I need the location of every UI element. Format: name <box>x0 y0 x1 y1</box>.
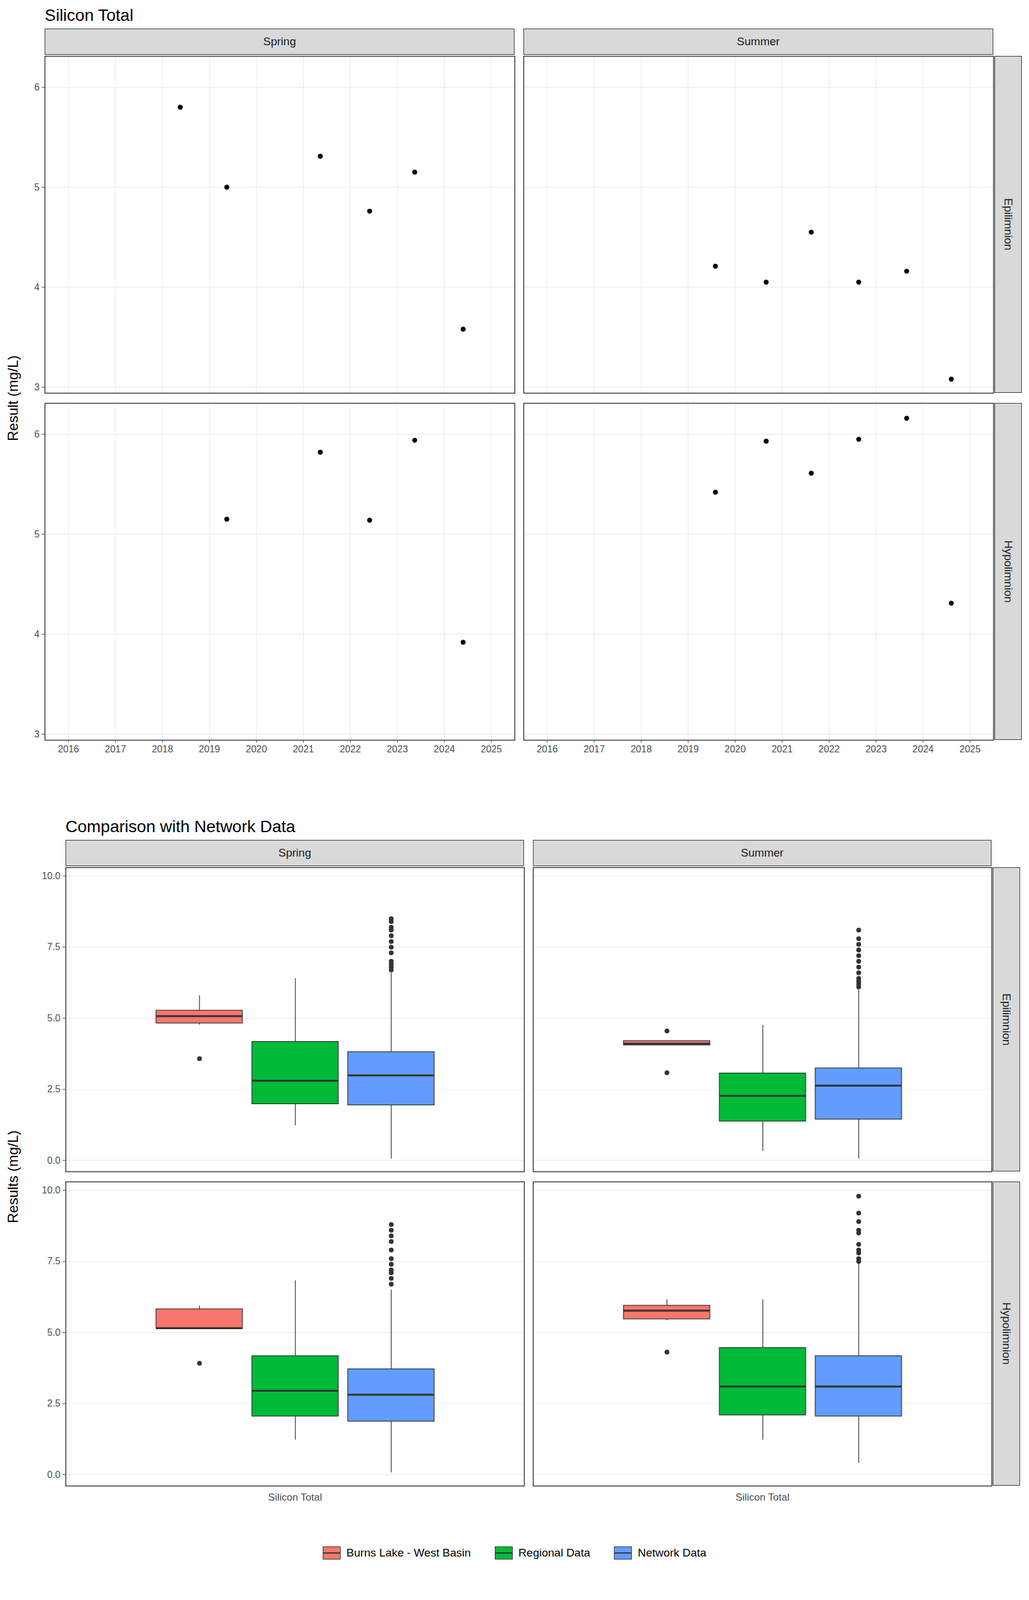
svg-text:2.5: 2.5 <box>47 1398 61 1409</box>
html-text:Hypolimnion: Hypolimnion <box>1002 540 1015 603</box>
html-text:Summer: Summer <box>740 846 784 860</box>
svg-text:2017: 2017 <box>104 744 127 755</box>
html-text:Spring: Spring <box>263 35 296 48</box>
svg-text:6: 6 <box>34 82 40 93</box>
html-text:Summer: Summer <box>736 35 780 48</box>
svg-text:5.0: 5.0 <box>47 1013 61 1024</box>
svg-text:3: 3 <box>34 729 40 740</box>
svg-text:2016: 2016 <box>536 744 558 755</box>
svg-text:3: 3 <box>34 382 40 393</box>
svg-text:2020: 2020 <box>724 744 747 755</box>
svg-text:2023: 2023 <box>865 744 887 755</box>
svg-text:Silicon Total: Silicon Total <box>267 1492 322 1504</box>
svg-text:2024: 2024 <box>433 744 455 755</box>
svg-text:5: 5 <box>34 529 40 540</box>
svg-text:10.0: 10.0 <box>41 871 61 882</box>
svg-text:2021: 2021 <box>292 744 315 755</box>
svg-text:2017: 2017 <box>583 744 606 755</box>
svg-text:6: 6 <box>34 429 40 440</box>
html-text:Silicon Total: Silicon Total <box>44 5 134 25</box>
svg-text:4: 4 <box>34 282 40 293</box>
html-text:Hypolimnion: Hypolimnion <box>1000 1303 1013 1366</box>
svg-text:2020: 2020 <box>245 744 268 755</box>
svg-text:2024: 2024 <box>912 744 934 755</box>
html-text:Comparison with Network Data: Comparison with Network Data <box>65 817 296 837</box>
html-text:Regional Data: Regional Data <box>518 1547 591 1560</box>
html-text:Epilimnion: Epilimnion <box>1000 993 1013 1046</box>
html-text:Network Data: Network Data <box>637 1547 707 1560</box>
html-text:Burns Lake - West Basin: Burns Lake - West Basin <box>346 1547 471 1560</box>
svg-text:2025: 2025 <box>959 744 981 755</box>
html-text:Epilimnion: Epilimnion <box>1002 198 1015 251</box>
svg-text:7.5: 7.5 <box>47 942 61 953</box>
svg-text:2019: 2019 <box>677 744 700 755</box>
svg-text:2022: 2022 <box>818 744 841 755</box>
svg-text:2021: 2021 <box>771 744 794 755</box>
html-text:Spring: Spring <box>278 846 312 860</box>
html-text:Results (mg/L): Results (mg/L) <box>4 1130 21 1224</box>
svg-text:Silicon Total: Silicon Total <box>735 1492 790 1504</box>
svg-text:2022: 2022 <box>340 744 362 755</box>
svg-text:7.5: 7.5 <box>47 1256 61 1267</box>
svg-text:2019: 2019 <box>198 744 221 755</box>
svg-text:10.0: 10.0 <box>41 1185 61 1196</box>
svg-text:2.5: 2.5 <box>47 1084 61 1095</box>
svg-text:0.0: 0.0 <box>47 1470 61 1481</box>
svg-text:2018: 2018 <box>630 744 653 755</box>
svg-text:2025: 2025 <box>480 744 502 755</box>
svg-text:4: 4 <box>34 629 40 640</box>
html-text:Result (mg/L): Result (mg/L) <box>4 355 21 441</box>
svg-text:0.0: 0.0 <box>47 1155 61 1166</box>
svg-text:5: 5 <box>34 182 40 193</box>
svg-text:2018: 2018 <box>151 744 174 755</box>
svg-text:5.0: 5.0 <box>47 1327 61 1339</box>
svg-text:2016: 2016 <box>57 744 80 755</box>
svg-text:2023: 2023 <box>386 744 408 755</box>
